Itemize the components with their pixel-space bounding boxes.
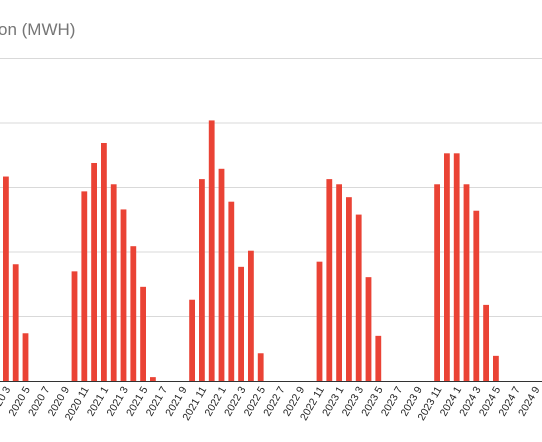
bar-2022-1	[218, 168, 225, 381]
bar-2024-3	[473, 210, 480, 381]
chart-title: on (MWH)	[0, 20, 76, 39]
bar-2023-11	[434, 184, 440, 381]
bar-2020-3	[3, 176, 9, 381]
bar-2022-4	[248, 250, 254, 381]
bar-2022-3	[238, 266, 244, 381]
bar-2024-4	[483, 304, 489, 381]
bar-2023-12	[444, 153, 450, 381]
bar-2021-6	[150, 377, 156, 381]
bar-2021-4	[130, 246, 137, 381]
bar-2022-2	[228, 201, 235, 381]
bar-2023-3	[355, 214, 362, 381]
bar-2021-11	[199, 179, 205, 381]
bar-series	[3, 120, 499, 382]
bar-2021-5	[140, 286, 146, 381]
bar-2021-2	[110, 184, 117, 381]
bar-2024-1	[453, 153, 460, 381]
bar-2020-4	[12, 264, 19, 381]
bar-2023-4	[365, 277, 372, 381]
bar-2023-1	[336, 184, 342, 381]
bar-2024-5	[493, 355, 499, 381]
bar-2020-5	[22, 333, 29, 381]
bar-2021-12	[208, 120, 215, 382]
bar-2021-1	[101, 142, 107, 381]
bar-2023-2	[346, 197, 352, 381]
bar-2020-12	[91, 162, 97, 381]
bar-2020-10	[71, 271, 78, 381]
bar-2020-11	[81, 191, 88, 381]
bar-2024-2	[463, 184, 470, 381]
bar-2022-11	[316, 261, 323, 381]
bar-2022-12	[326, 179, 333, 381]
bar-2021-10	[189, 299, 195, 381]
bar-2021-3	[120, 209, 127, 381]
bar-2022-5	[257, 353, 264, 381]
bar-2023-5	[375, 335, 382, 381]
gridlines	[0, 58, 542, 317]
